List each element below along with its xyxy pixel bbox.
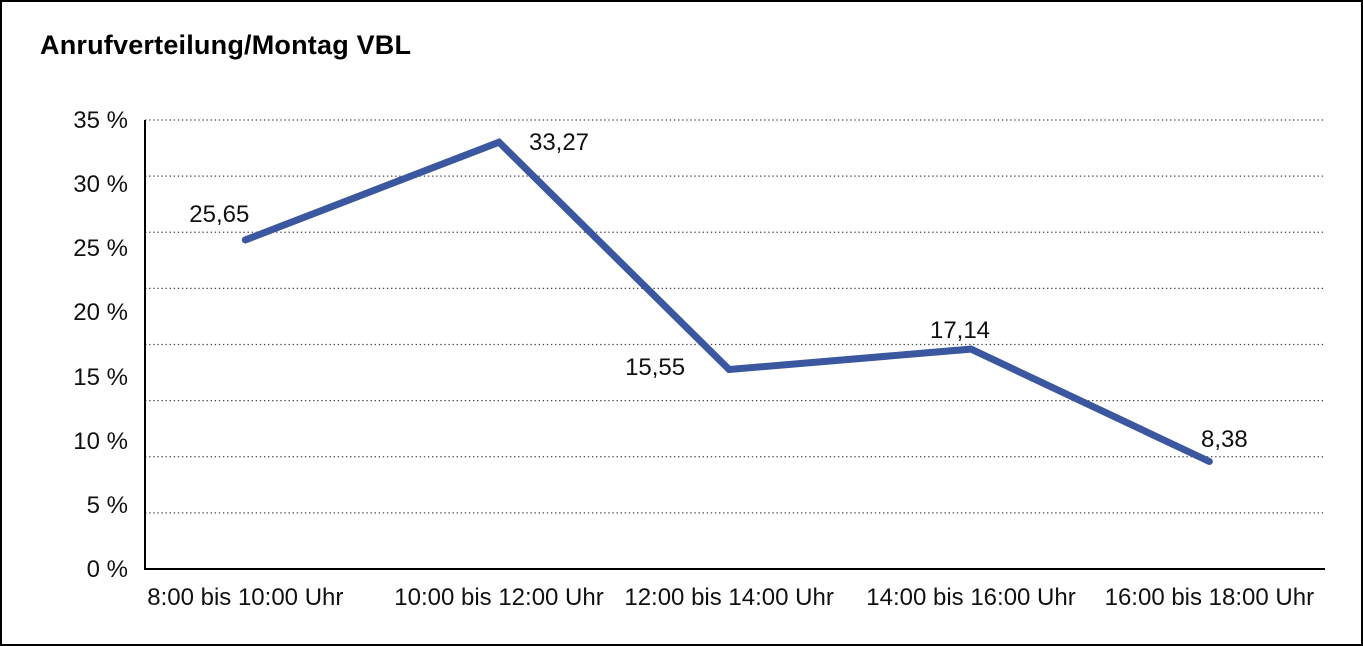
y-axis-tick-label: 35 % [73, 107, 128, 134]
y-axis-tick-label: 25 % [73, 235, 128, 263]
y-axis-tick-label: 5 % [86, 491, 128, 519]
x-axis-tick-label: 14:00 bis 16:00 Uhr [866, 584, 1076, 611]
y-axis-tick-label: 30 % [73, 171, 128, 199]
y-axis-tick-label: 15 % [73, 363, 128, 391]
x-axis-tick-label: 8:00 bis 10:00 Uhr [147, 584, 344, 611]
data-point-label: 17,14 [929, 317, 991, 345]
data-line [241, 138, 1213, 465]
y-axis-tick-label: 10 % [73, 427, 128, 455]
data-point-label: 33,27 [528, 129, 590, 157]
data-point-label: 25,65 [189, 200, 250, 228]
x-axis-tick-label: 10:00 bis 12:00 Uhr [394, 584, 604, 611]
x-axis-tick-label: 16:00 bis 18:00 Uhr [1104, 584, 1315, 611]
chart-title: Anrufverteilung/Montag VBL [40, 30, 412, 60]
x-axis-tick-label: 12:00 bis 14:00 Uhr [624, 584, 834, 611]
y-axis-tick-label: 20 % [73, 299, 128, 327]
data-point-label: 8,38 [1201, 426, 1248, 454]
y-axis-tick-label: 0 % [86, 556, 128, 583]
data-point-label: 15,55 [625, 353, 686, 381]
